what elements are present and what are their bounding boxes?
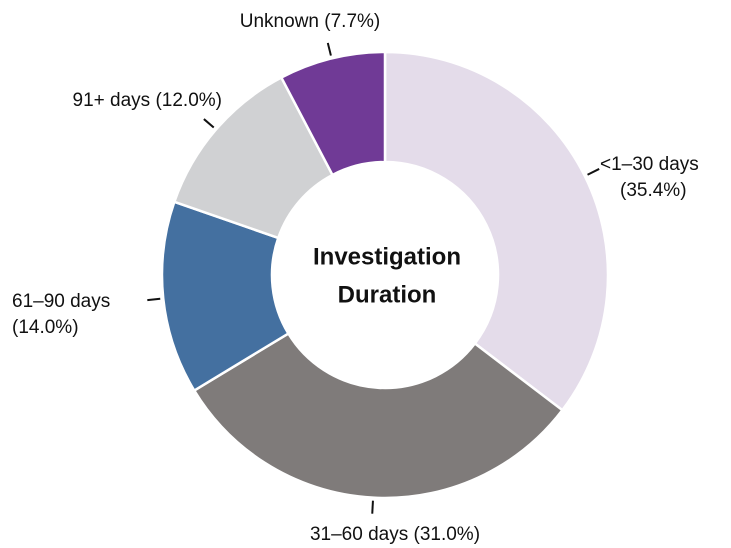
leader-line bbox=[371, 500, 374, 514]
value-label: (31.0%) bbox=[414, 524, 481, 545]
leader-line bbox=[587, 168, 600, 176]
leader-line bbox=[147, 297, 161, 302]
slice bbox=[192, 331, 565, 500]
category-label: Unknown bbox=[240, 11, 319, 32]
value-label: (35.4%) bbox=[620, 180, 687, 201]
slice bbox=[279, 50, 387, 177]
value-label: (7.7%) bbox=[324, 11, 380, 32]
slices bbox=[160, 50, 610, 500]
slice-label: Unknown (7.7%) bbox=[240, 11, 380, 32]
slice-label: 31–60 days (31.0%) bbox=[310, 524, 480, 545]
leader-line bbox=[326, 42, 332, 56]
category-label: 91+ days bbox=[73, 90, 151, 111]
center-label: Investigation bbox=[313, 243, 461, 270]
center-label: Duration bbox=[338, 281, 437, 308]
slice bbox=[383, 50, 610, 412]
slice-label: 61–90 days bbox=[12, 291, 110, 312]
category-label: 31–60 days bbox=[310, 524, 408, 545]
value-label: (14.0%) bbox=[12, 317, 79, 338]
leader-line bbox=[203, 118, 215, 129]
slice-label: 91+ days (12.0%) bbox=[73, 90, 222, 111]
slice-label: <1–30 days bbox=[600, 154, 699, 175]
value-label: (12.0%) bbox=[155, 90, 222, 111]
